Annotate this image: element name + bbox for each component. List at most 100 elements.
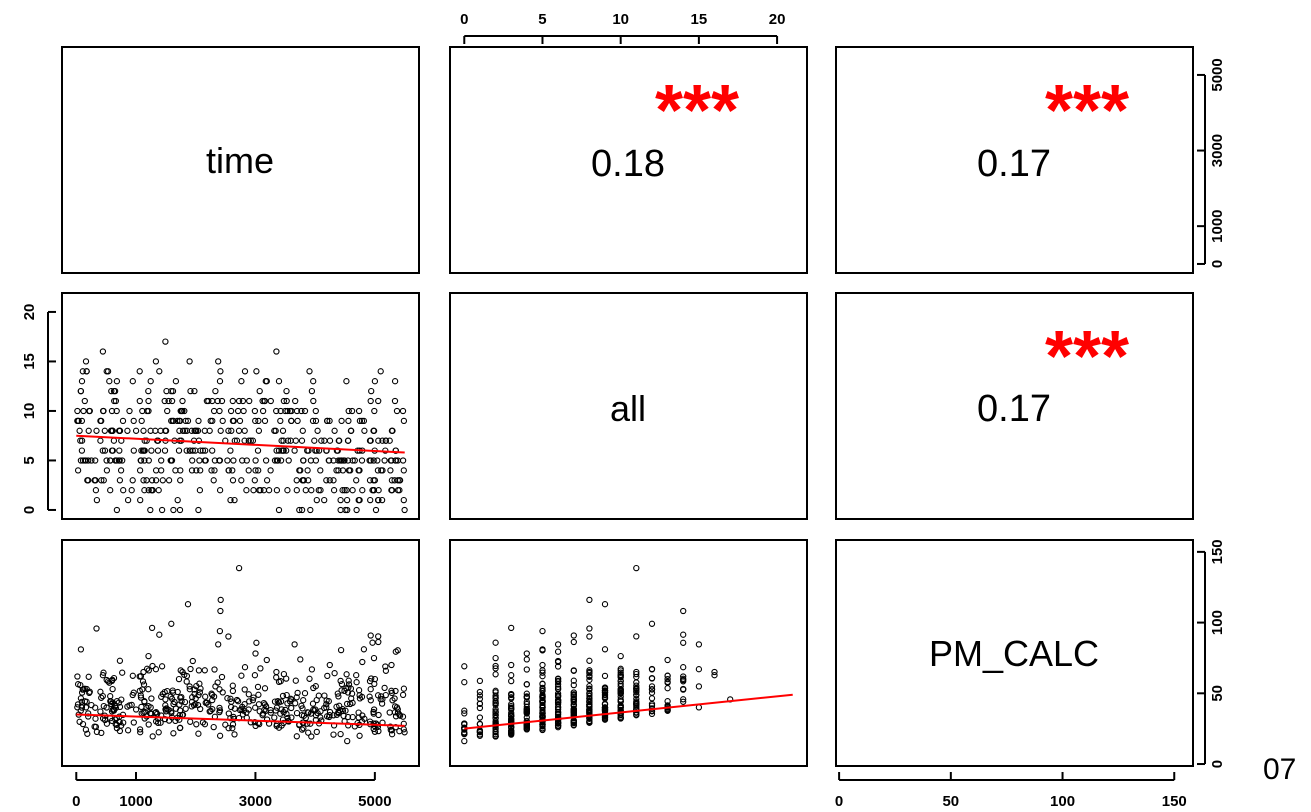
data-point [234,407,242,415]
data-point [400,685,408,692]
data-point [80,407,87,415]
data-point [312,417,320,425]
data-point [149,733,156,740]
data-point [101,427,108,434]
data-point [617,714,624,722]
data-point [372,506,380,514]
tick-label: 20 [769,11,786,28]
data-point [152,467,160,474]
data-point [189,694,196,701]
data-point [476,692,484,699]
data-point [367,697,374,704]
data-point [217,596,224,604]
data-point [216,457,223,464]
data-point [116,657,124,664]
data-point [205,701,212,708]
data-point [461,730,468,738]
data-point [112,397,120,405]
axis-left-all: 0 5 10 15 20 [21,304,56,514]
data-point [554,704,562,711]
data-point [648,665,656,673]
data-point [617,688,624,695]
data-point [386,709,393,716]
data-point [187,665,194,673]
data-point [113,506,121,514]
data-point [115,427,123,434]
data-point [225,633,232,640]
data-point [387,726,394,734]
data-point [601,672,609,680]
data-point [229,682,236,689]
stars-time-all: *** [655,71,739,151]
data-point [165,477,173,484]
data-point [174,496,181,504]
data-point [348,690,356,697]
data-point [293,709,301,717]
data-point [586,633,593,640]
data-point [308,387,316,395]
data-point [129,672,136,679]
data-point [382,437,389,444]
data-point [335,708,342,716]
data-point [168,457,175,464]
data-point [107,457,114,464]
data-point [399,691,407,699]
data-point [147,427,154,434]
data-point [210,477,217,484]
data-point [155,487,162,494]
data-point [209,706,216,713]
data-point [370,457,377,464]
data-point [243,457,250,464]
data-point [680,686,687,693]
data-point [367,686,374,693]
data-point [711,672,718,679]
data-point [298,726,306,733]
data-point [161,397,168,405]
data-point [136,673,143,680]
data-point [212,387,219,395]
data-point [156,368,163,375]
data-point [176,701,183,708]
data-point [401,729,408,736]
data-point [307,457,315,464]
data-point [235,564,243,572]
tick-label: 5 [21,456,38,464]
data-point [119,711,127,718]
axis-bottom-time: 0 1000 3000 5000 [72,772,392,810]
data-point [238,477,245,484]
data-point [337,496,344,504]
data-point [344,689,352,696]
data-point [255,417,262,425]
data-point [324,672,331,680]
data-point [100,407,107,415]
data-point [633,684,640,692]
data-point [391,709,399,716]
data-point [539,721,546,728]
data-point [77,437,84,444]
data-point [297,467,304,474]
data-point [680,607,687,615]
data-point [664,672,671,679]
data-point [108,708,116,715]
data-point [245,437,252,444]
data-point [345,407,352,415]
data-point [132,427,140,434]
data-point [201,721,209,728]
data-point [252,650,259,657]
data-point [389,697,396,704]
data-point [633,564,640,572]
data-point [136,397,143,405]
data-point [219,689,226,696]
data-point [523,705,530,713]
data-point [476,729,484,736]
data-point [164,407,171,415]
data-point [369,487,376,494]
data-point [648,620,656,627]
data-point [219,417,226,425]
data-point [305,729,312,736]
data-point [294,417,301,425]
data-point [181,698,189,706]
data-point [165,397,172,405]
trend-lines [76,434,793,730]
data-point [182,417,189,425]
